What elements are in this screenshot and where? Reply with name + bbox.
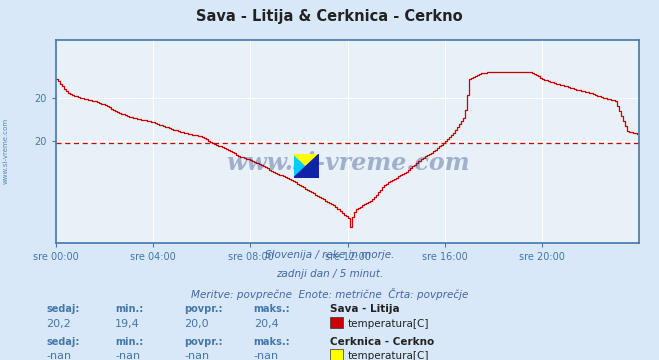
Text: www.si-vreme.com: www.si-vreme.com [226, 151, 469, 175]
Text: 20,0: 20,0 [185, 319, 209, 329]
Text: -nan: -nan [185, 351, 210, 360]
Text: temperatura[C]: temperatura[C] [348, 319, 430, 329]
Text: temperatura[C]: temperatura[C] [348, 351, 430, 360]
Polygon shape [294, 154, 306, 178]
Text: -nan: -nan [46, 351, 71, 360]
Text: min.:: min.: [115, 337, 144, 347]
Text: Sava - Litija: Sava - Litija [330, 304, 399, 314]
Polygon shape [294, 166, 319, 178]
Text: 20,4: 20,4 [254, 319, 279, 329]
Text: Cerknica - Cerkno: Cerknica - Cerkno [330, 337, 434, 347]
Text: sedaj:: sedaj: [46, 304, 80, 314]
Text: sedaj:: sedaj: [46, 337, 80, 347]
Text: www.si-vreme.com: www.si-vreme.com [2, 118, 9, 184]
Polygon shape [306, 154, 319, 178]
Text: -nan: -nan [115, 351, 140, 360]
Text: Sava - Litija & Cerknica - Cerkno: Sava - Litija & Cerknica - Cerkno [196, 9, 463, 24]
Text: 20,2: 20,2 [46, 319, 71, 329]
Text: Slovenija / reke in morje.: Slovenija / reke in morje. [265, 250, 394, 260]
Polygon shape [294, 154, 319, 166]
Text: zadnji dan / 5 minut.: zadnji dan / 5 minut. [276, 269, 383, 279]
Text: maks.:: maks.: [254, 337, 291, 347]
Text: maks.:: maks.: [254, 304, 291, 314]
Text: povpr.:: povpr.: [185, 337, 223, 347]
Text: min.:: min.: [115, 304, 144, 314]
Text: povpr.:: povpr.: [185, 304, 223, 314]
Text: -nan: -nan [254, 351, 279, 360]
Text: 19,4: 19,4 [115, 319, 140, 329]
Text: Meritve: povprečne  Enote: metrične  Črta: povprečje: Meritve: povprečne Enote: metrične Črta:… [191, 288, 468, 300]
